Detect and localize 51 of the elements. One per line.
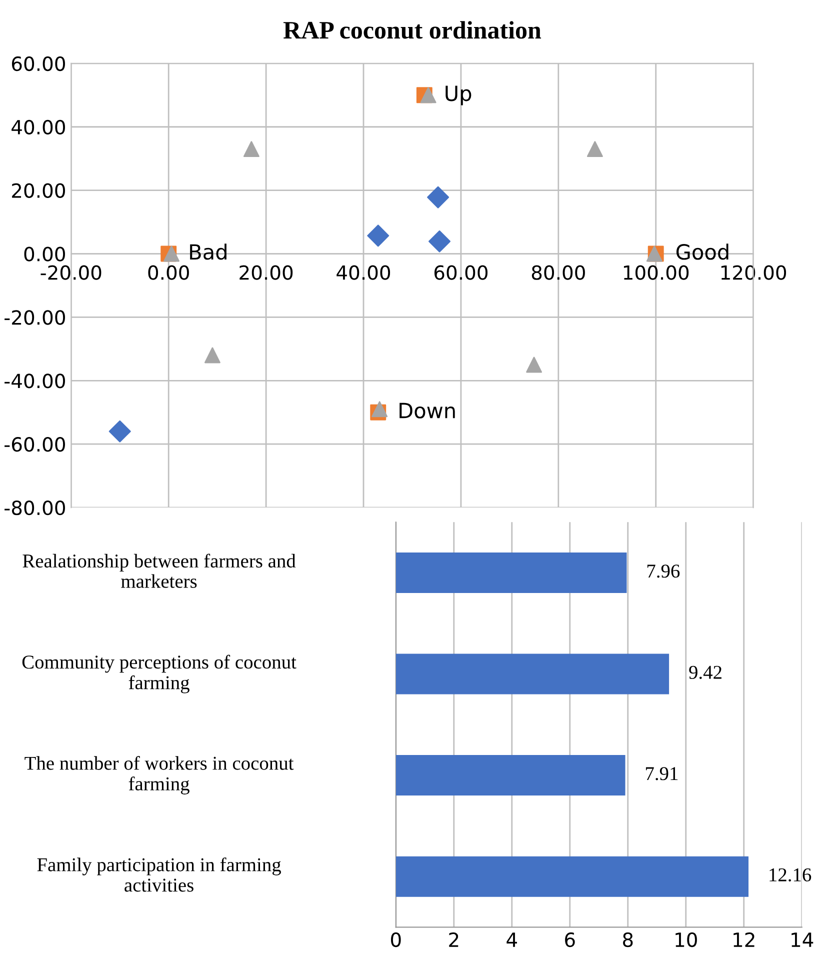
point [204,347,220,364]
y-tick-label: 0.00 [24,246,65,262]
point [427,186,450,208]
point [372,401,388,418]
y-tick-label: 40.00 [12,120,65,135]
x-tick-label: -20.00 [40,265,102,280]
point [586,141,603,158]
data-label: 7.91 [646,767,678,780]
x-tick-label: 40.00 [336,265,390,280]
point [420,87,436,104]
y-tick-label: Community perceptions of coconut farming [22,654,296,694]
bar [396,856,748,897]
point [526,356,542,373]
bar [396,552,627,594]
y-tick-label: 20.00 [12,183,65,198]
point [108,420,131,442]
y-tick-label: -20.00 [4,310,65,325]
point [243,141,260,158]
x-tick-label: 4 [506,932,517,947]
bar [396,755,626,796]
chart-title: RAP coconut ordination [283,21,542,39]
data-label: 12.16 [770,868,812,882]
x-tick-label: 2 [449,932,458,947]
y-tick-label: -80.00 [4,500,65,516]
y-tick-label: -40.00 [4,374,65,388]
x-tick-label: 6 [565,932,575,948]
y-tick-label: The number of workers in coconut farming [24,756,294,794]
x-tick-label: 12 [734,932,754,947]
x-tick-label: 8 [623,932,633,948]
x-tick-label: 0.00 [148,265,189,280]
y-tick-label: 60.00 [12,56,65,72]
annotation: Good [676,244,728,260]
x-tick-label: 120.00 [721,265,786,280]
data-label: 7.96 [647,564,680,578]
x-tick-label: 80.00 [532,265,585,280]
x-tick-label: 100.00 [624,265,689,280]
point [164,246,180,262]
annotation: Bad [190,244,226,260]
y-tick-label: Realationship between farmers and marketers [22,554,296,588]
x-tick-label: 14 [792,932,814,947]
bar [396,654,670,694]
x-tick-label: 0 [390,932,401,948]
annotation: Down [400,402,455,418]
x-tick-label: 10 [676,932,697,948]
x-tick-label: 60.00 [434,265,488,280]
point [367,224,390,247]
point [428,230,451,252]
data-label: 9.42 [689,666,722,679]
annotation: Up [446,86,472,106]
y-tick-label: -60.00 [4,437,65,452]
y-tick-label: Family participation in farming activities [37,857,281,892]
